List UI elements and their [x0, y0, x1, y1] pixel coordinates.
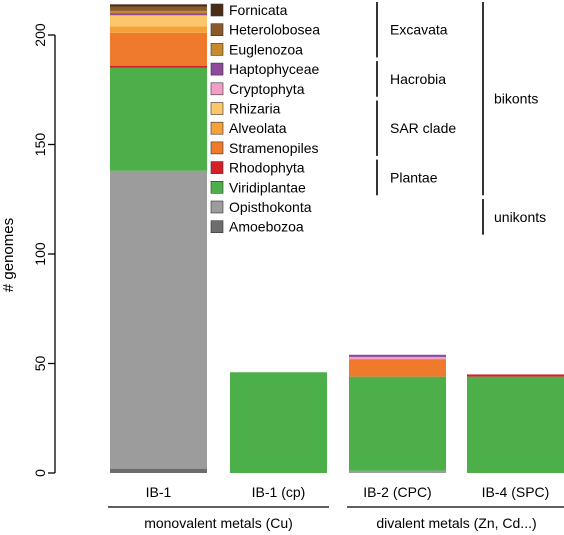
legend-label: Fornicata	[229, 2, 288, 18]
x-tick-label: IB-1 (cp)	[252, 484, 306, 500]
legend-swatch	[210, 62, 224, 76]
legend-swatch	[210, 102, 224, 115]
legend-bracket-label: Plantae	[390, 169, 438, 185]
bar-segment-cryptophyta-ib-2-cpc	[349, 356, 446, 360]
y-tick-label: 200	[32, 23, 48, 47]
bar-segment-alveolata-ib-1	[110, 26, 207, 33]
bar-segment-haptophyceae-ib-2-cpc	[349, 354, 446, 357]
y-tick-label: 50	[32, 356, 48, 372]
legend-swatch	[210, 43, 224, 56]
legend-bracket-label: Hacrobia	[390, 71, 446, 87]
legend-swatch	[210, 200, 224, 214]
legend-swatch	[210, 141, 224, 155]
bar-segment-heterolobosea-ib-1	[110, 6, 207, 11]
group-label: divalent metals (Zn, Cd...)	[376, 515, 536, 531]
bar-segment-viridiplantae-ib-1-cp	[230, 372, 327, 473]
bar-segment-euglenozoa-ib-1	[110, 10, 207, 14]
legend-label: Rhizaria	[229, 101, 281, 117]
legend-label: Viridiplantae	[229, 179, 306, 195]
legend-bracket-label: SAR clade	[390, 120, 456, 136]
bar-segment-opisthokonta-ib-2-cpc	[349, 470, 446, 473]
y-tick-label: 100	[32, 242, 48, 266]
legend-label: Cryptophyta	[229, 81, 305, 97]
bar-segment-stramenopiles-ib-2-cpc	[349, 359, 446, 377]
bars-layer	[110, 4, 564, 473]
legend-label: Alveolata	[229, 120, 287, 136]
bar-segment-rhodophyta-ib-4-spc	[467, 374, 564, 377]
bar-segment-fornicata-ib-1	[110, 4, 207, 7]
legend-label: Rhodophyta	[229, 160, 305, 176]
legend: Fornicata Heterolobosea Euglenozoa Haptophy…	[210, 2, 546, 235]
legend-label: Amoebozoa	[229, 219, 304, 235]
legend-supergroup-label: bikonts	[494, 91, 538, 107]
legend-label: Haptophyceae	[229, 61, 320, 77]
bar-segment-amoebozoa-ib-1	[110, 468, 207, 473]
legend-swatch	[210, 220, 224, 233]
group-label: monovalent metals (Cu)	[144, 515, 293, 531]
legend-label: Opisthokonta	[229, 199, 312, 215]
x-axis-labels: IB-1 IB-1 (cp) IB-2 (CPC) IB-4 (SPC)	[146, 484, 550, 500]
legend-swatch	[210, 181, 224, 194]
legend-swatch	[210, 121, 224, 135]
bar-segment-rhizaria-ib-1	[110, 15, 207, 27]
legend-bracket-label: Excavata	[390, 22, 448, 38]
bar-segment-stramenopiles-ib-1	[110, 32, 207, 66]
legend-swatch	[210, 82, 224, 96]
legend-swatch	[210, 3, 224, 17]
category-groups: monovalent metals (Cu) divalent metals (Z…	[108, 506, 564, 531]
legend-supergroup-label: unikonts	[494, 209, 546, 225]
y-axis-label: # genomes	[0, 218, 17, 292]
bar-segment-haptophyceae-ib-1	[110, 13, 207, 16]
bar-segment-opisthokonta-ib-1	[110, 170, 207, 469]
y-axis: 0 50 100 150 200	[32, 23, 56, 477]
bar-segment-viridiplantae-ib-4-spc	[467, 376, 564, 473]
legend-swatch	[210, 23, 224, 37]
x-tick-label: IB-1	[146, 484, 172, 500]
legend-swatch	[210, 161, 224, 174]
bar-segment-viridiplantae-ib-2-cpc	[349, 376, 446, 471]
y-tick-label: 150	[32, 133, 48, 157]
x-tick-label: IB-2 (CPC)	[363, 484, 431, 500]
x-tick-label: IB-4 (SPC)	[482, 484, 550, 500]
y-tick-label: 0	[32, 469, 48, 477]
legend-label: Heterolobosea	[229, 22, 320, 38]
legend-label: Euglenozoa	[229, 41, 303, 57]
bar-segment-rhodophyta-ib-1	[110, 65, 207, 68]
legend-label: Stramenopiles	[229, 140, 319, 156]
bar-segment-viridiplantae-ib-1	[110, 67, 207, 171]
